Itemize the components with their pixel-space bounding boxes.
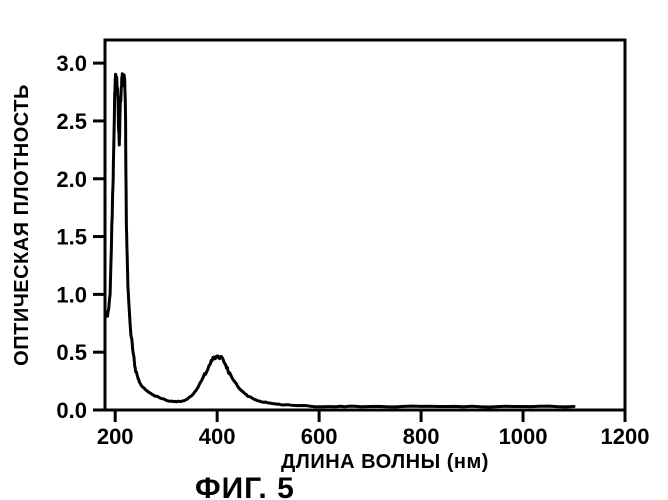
svg-text:1000: 1000	[499, 424, 548, 449]
chart-svg: 200 400 600 800 1000 1200 0.0 0.5 1.0 1.5 2.0 2.5 3.…	[0, 0, 668, 500]
svg-text:1.0: 1.0	[56, 282, 87, 307]
x-axis-label: ДЛИНА ВОЛНЫ (нм)	[281, 451, 489, 473]
svg-text:1200: 1200	[601, 424, 650, 449]
svg-text:0.0: 0.0	[56, 398, 87, 423]
spectrum-line	[108, 74, 575, 407]
y-axis-label: ОПТИЧЕСКАЯ ПЛОТНОСТЬ	[11, 84, 33, 366]
svg-text:600: 600	[301, 424, 338, 449]
svg-text:800: 800	[403, 424, 440, 449]
spectrum-chart: 200 400 600 800 1000 1200 0.0 0.5 1.0 1.5 2.0 2.5 3.…	[0, 0, 668, 500]
svg-text:3.0: 3.0	[56, 51, 87, 76]
svg-text:0.5: 0.5	[56, 340, 87, 365]
svg-text:1.5: 1.5	[56, 225, 87, 250]
figure-caption: ФИГ. 5	[195, 472, 295, 500]
svg-text:2.5: 2.5	[56, 109, 87, 134]
svg-text:200: 200	[97, 424, 134, 449]
svg-text:400: 400	[199, 424, 236, 449]
svg-text:2.0: 2.0	[56, 167, 87, 192]
